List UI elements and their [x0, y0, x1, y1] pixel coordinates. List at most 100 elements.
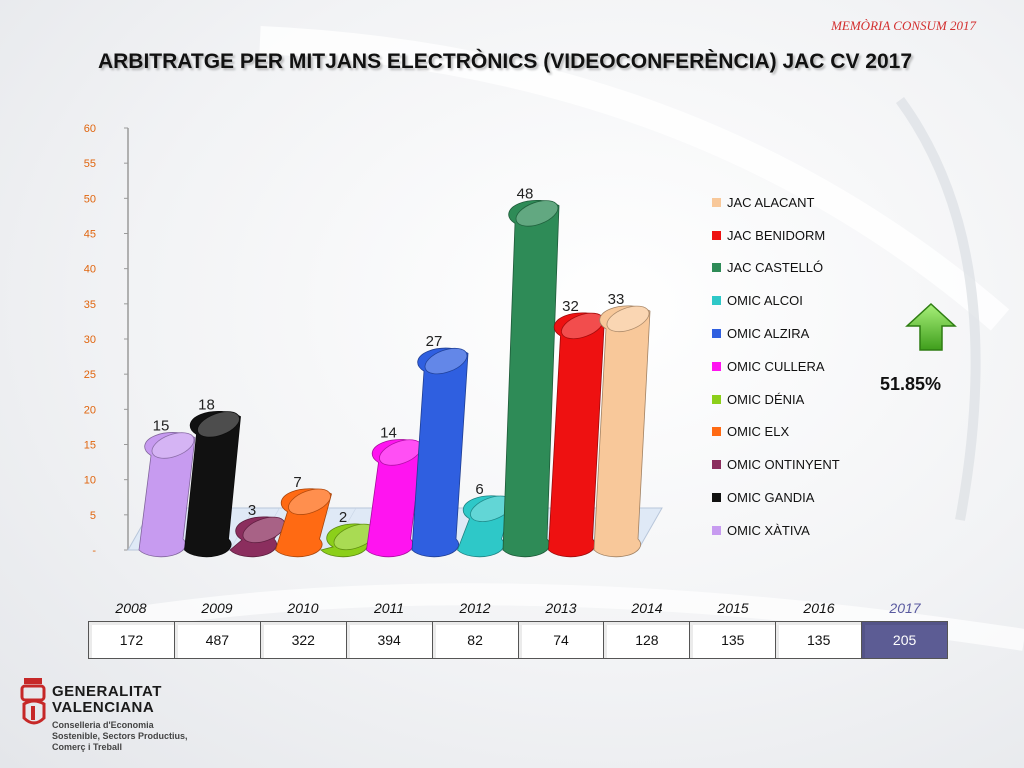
report-tag: MEMÒRIA CONSUM 2017 — [831, 18, 976, 33]
y-tick-label: 55 — [84, 158, 96, 170]
year-label: 2008 — [115, 600, 147, 616]
legend-label: OMIC ELX — [727, 424, 790, 440]
year-value-cell: 135 — [690, 622, 777, 658]
legend-label: OMIC CULLERA — [727, 358, 825, 374]
year-label: 2012 — [459, 600, 491, 616]
bar-value-label: 27 — [426, 333, 443, 350]
legend-label: OMIC GANDIA — [727, 490, 815, 506]
bar-value-label: 3 — [248, 502, 256, 519]
year-label: 2016 — [803, 600, 835, 616]
legend-swatch — [712, 525, 721, 535]
bar-value-label: 2 — [339, 509, 347, 526]
legend-item: OMIC DÉNIA — [712, 383, 882, 416]
legend-item: JAC BENIDORM — [712, 219, 882, 252]
legend-swatch — [712, 296, 721, 306]
y-tick-label: 20 — [84, 404, 96, 416]
bar-value-label: 32 — [562, 298, 579, 315]
year-label: 2013 — [545, 600, 577, 616]
bar-value-label: 15 — [153, 418, 170, 435]
year-value-cell: 322 — [261, 622, 347, 658]
legend-item: OMIC ONTINYENT — [712, 448, 882, 481]
logo-name: GENERALITAT VALENCIANA — [52, 683, 162, 716]
bar-omic-elx — [275, 488, 332, 558]
y-tick-label: 60 — [84, 123, 96, 135]
y-tick-label: 30 — [84, 334, 96, 346]
bar-omic-alcoi — [457, 495, 514, 558]
legend-label: OMIC ALZIRA — [727, 326, 810, 342]
y-tick-label: 15 — [84, 440, 96, 452]
y-tick-label: - — [92, 545, 96, 557]
legend-item: JAC CASTELLÓ — [712, 252, 882, 285]
legend-label: OMIC DÉNIA — [727, 391, 805, 407]
bar-value-label: 7 — [293, 474, 301, 491]
legend-item: OMIC ELX — [712, 416, 882, 449]
year-label: 2009 — [201, 600, 233, 616]
bar-omic-cullera — [366, 439, 423, 558]
yearly-values-table: 172 487 322 394 82 74 128 135 135 205 — [88, 621, 948, 659]
legend-label: JAC BENIDORM — [727, 227, 826, 243]
y-tick-label: 45 — [84, 229, 96, 241]
generalitat-logo: GENERALITAT VALENCIANA Conselleria d'Eco… — [20, 676, 200, 756]
legend-item: OMIC ALCOI — [712, 284, 882, 317]
legend-swatch — [712, 394, 721, 404]
year-value-cell: 74 — [519, 622, 605, 658]
legend-label: OMIC XÀTIVA — [727, 522, 810, 538]
bar-omic-x-tiva — [138, 432, 196, 558]
bar-jac-benidorm — [548, 312, 605, 558]
legend-item: OMIC GANDIA — [712, 481, 882, 514]
legend-swatch — [712, 197, 721, 207]
legend-swatch — [712, 493, 721, 503]
bar-value-label: 33 — [608, 291, 625, 308]
logo-department: Conselleria d'Economia Sostenible, Secto… — [52, 720, 188, 752]
year-value-cell: 135 — [776, 622, 863, 658]
bar-value-label: 6 — [475, 481, 483, 498]
year-label: 2010 — [287, 600, 319, 616]
year-header-row: 2008 2009 2010 2011 2012 2013 2014 2015 2016 2017 — [88, 600, 948, 616]
y-tick-label: 35 — [84, 299, 96, 311]
y-axis: - 5 10 15 20 25 30 35 40 45 50 55 60 — [84, 123, 129, 557]
chart-bars — [138, 199, 651, 558]
legend-swatch — [712, 427, 721, 437]
chart-legend: JAC ALACANT JAC BENIDORM JAC CASTELLÓ OMIC … — [712, 186, 882, 547]
legend-item: OMIC XÀTIVA — [712, 514, 882, 547]
legend-item: OMIC ALZIRA — [712, 317, 882, 350]
page-title: ARBITRATGE PER MITJANS ELECTRÒNICS (VIDE… — [97, 50, 913, 73]
generalitat-emblem-icon — [20, 678, 46, 725]
year-label: 2011 — [373, 600, 405, 616]
bar-omic-d-nia — [320, 523, 378, 558]
bar-jac-castell- — [502, 199, 560, 558]
year-value-cell: 82 — [433, 622, 519, 658]
legend-swatch — [712, 329, 721, 339]
chart-data-labels: 15 18 3 7 2 14 27 6 48 32 33 — [153, 185, 625, 526]
y-tick-label: 40 — [84, 264, 96, 276]
bar-omic-gandia — [184, 410, 241, 558]
y-tick-label: 10 — [84, 475, 96, 487]
year-value-cell: 172 — [89, 622, 175, 658]
legend-item: JAC ALACANT — [712, 186, 882, 219]
bar-value-label: 18 — [198, 396, 215, 413]
bar-value-label: 14 — [380, 425, 397, 442]
y-tick-label: 25 — [84, 369, 96, 381]
year-value-cell: 128 — [604, 622, 691, 658]
legend-swatch — [712, 361, 721, 371]
bar-jac-alacant — [593, 305, 651, 558]
bar-value-label: 48 — [517, 185, 534, 202]
growth-percentage: 51.85% — [880, 374, 942, 394]
green-up-arrow-icon — [905, 302, 957, 351]
legend-swatch — [712, 460, 721, 470]
legend-label: JAC ALACANT — [727, 194, 815, 210]
legend-swatch — [712, 263, 721, 273]
year-value-cell: 487 — [175, 622, 261, 658]
year-label: 2015 — [717, 600, 749, 616]
legend-label: OMIC ALCOI — [727, 293, 803, 309]
y-tick-label: 50 — [84, 193, 96, 205]
legend-label: JAC CASTELLÓ — [727, 260, 824, 276]
legend-label: OMIC ONTINYENT — [727, 457, 840, 473]
y-tick-label: 5 — [90, 510, 96, 522]
legend-swatch — [712, 230, 721, 240]
legend-item: OMIC CULLERA — [712, 350, 882, 383]
year-label: 2017 — [889, 600, 921, 616]
bar-omic-alzira — [411, 347, 469, 558]
year-value-cell: 394 — [347, 622, 433, 658]
